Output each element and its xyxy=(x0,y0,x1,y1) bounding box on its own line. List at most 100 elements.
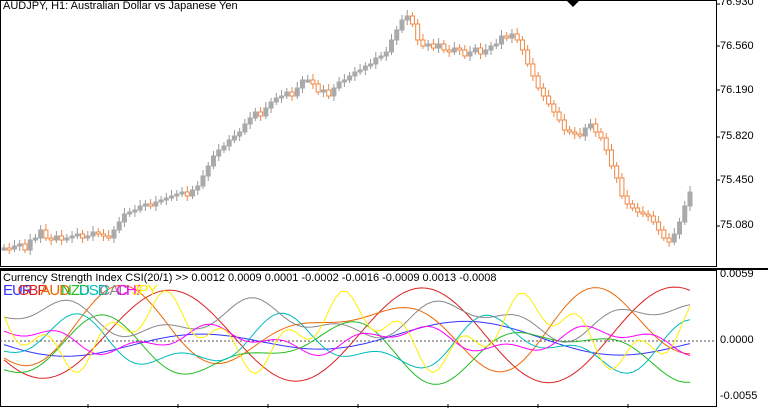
price-panel-frame xyxy=(0,0,717,267)
candle-body xyxy=(572,131,578,135)
candle-body xyxy=(535,75,541,89)
candle-body xyxy=(100,233,106,237)
candle-body xyxy=(525,49,531,65)
candle-body xyxy=(163,197,169,201)
candle-body xyxy=(677,221,683,235)
candle-body xyxy=(59,235,65,241)
candle-body xyxy=(158,199,164,203)
candle-body xyxy=(551,103,557,113)
candle-body xyxy=(650,215,656,223)
candle-body xyxy=(603,137,609,151)
candle-body xyxy=(85,235,91,239)
csi-line-eur xyxy=(3,320,691,357)
candle-body xyxy=(488,45,494,51)
candle-body xyxy=(389,39,395,53)
legend-gbp: GBP xyxy=(17,282,48,299)
candle-body xyxy=(399,19,405,31)
candle-body xyxy=(121,213,127,223)
candle-body xyxy=(540,87,546,97)
legend-usd: USD xyxy=(78,282,109,299)
candle-body xyxy=(74,233,80,237)
candle-body xyxy=(451,47,457,53)
price-label-5: 75.450 xyxy=(720,174,754,186)
candle-body xyxy=(305,79,311,83)
candle-body xyxy=(294,87,300,97)
candle-body xyxy=(687,191,693,207)
candle-body xyxy=(404,15,410,21)
chart-shift-marker[interactable] xyxy=(566,0,580,7)
indicator-label-zero: 0.0000 xyxy=(720,334,754,346)
csi-line-chf xyxy=(3,323,691,357)
candle-body xyxy=(645,213,651,217)
legend-jpy: JPY xyxy=(132,282,157,299)
candle-body xyxy=(341,79,347,83)
candle-body xyxy=(530,63,536,77)
time-axis-ticks xyxy=(87,404,629,408)
candle-body xyxy=(394,29,400,41)
legend-eur: EUR xyxy=(3,282,33,299)
candle-body xyxy=(666,237,672,243)
candle-body xyxy=(106,235,112,239)
candle-body xyxy=(69,235,75,239)
candle-body xyxy=(624,195,630,205)
candle-body xyxy=(315,83,321,93)
candle-body xyxy=(95,231,101,235)
chart-title: AUDJPY, H1: Australian Dollar vs Japanes… xyxy=(3,0,238,12)
candle-body xyxy=(64,237,70,241)
legend-chf: CHF xyxy=(116,282,145,299)
candle-body xyxy=(478,47,484,55)
candle-body xyxy=(137,205,143,211)
csi-line-nzd xyxy=(3,314,691,385)
candle-body xyxy=(279,95,285,99)
candle-body xyxy=(142,203,148,207)
candle-body xyxy=(242,123,248,133)
candle-body xyxy=(420,39,426,47)
candle-body xyxy=(284,91,290,97)
candle-body xyxy=(200,175,206,187)
candle-body xyxy=(190,189,196,197)
candle-body xyxy=(111,229,117,239)
price-label-1: 76.930 xyxy=(720,0,754,8)
candle-body xyxy=(519,39,525,51)
candle-body xyxy=(43,229,49,239)
candle-body xyxy=(38,229,44,239)
candle-body xyxy=(11,245,17,250)
candle-body xyxy=(289,91,295,97)
price-label-4: 75.820 xyxy=(720,130,754,142)
candle-body xyxy=(216,149,222,157)
candle-body xyxy=(582,127,588,137)
candle-body xyxy=(614,165,620,179)
candle-body xyxy=(682,205,688,223)
candle-body xyxy=(640,211,646,215)
candle-body xyxy=(467,51,473,57)
csi-line-jpy xyxy=(3,290,691,375)
candle-body xyxy=(661,229,667,239)
candle-body xyxy=(409,15,415,25)
candle-body xyxy=(629,203,635,209)
candle-body xyxy=(436,43,442,49)
candle-body xyxy=(514,33,520,41)
candle-body xyxy=(336,81,342,89)
candle-body xyxy=(48,237,54,241)
candle-body xyxy=(226,139,232,147)
candle-body xyxy=(132,209,138,213)
candle-body xyxy=(273,97,279,103)
price-label-6: 75.080 xyxy=(720,219,754,231)
candle-body xyxy=(472,47,478,53)
legend-aud: AUD xyxy=(40,282,70,299)
candle-body xyxy=(483,49,489,55)
candle-body xyxy=(268,101,274,109)
candle-body xyxy=(373,57,379,65)
candle-body xyxy=(352,71,358,77)
candle-body xyxy=(498,35,504,45)
candle-body xyxy=(1,247,7,251)
candle-body xyxy=(509,33,515,39)
candle-body xyxy=(635,207,641,213)
candle-body xyxy=(17,243,23,247)
candle-body xyxy=(205,165,211,177)
price-axis-ticks xyxy=(716,3,720,227)
legend-nzd: NZD xyxy=(61,282,90,299)
candle-body xyxy=(425,43,431,47)
candle-body xyxy=(546,95,552,105)
